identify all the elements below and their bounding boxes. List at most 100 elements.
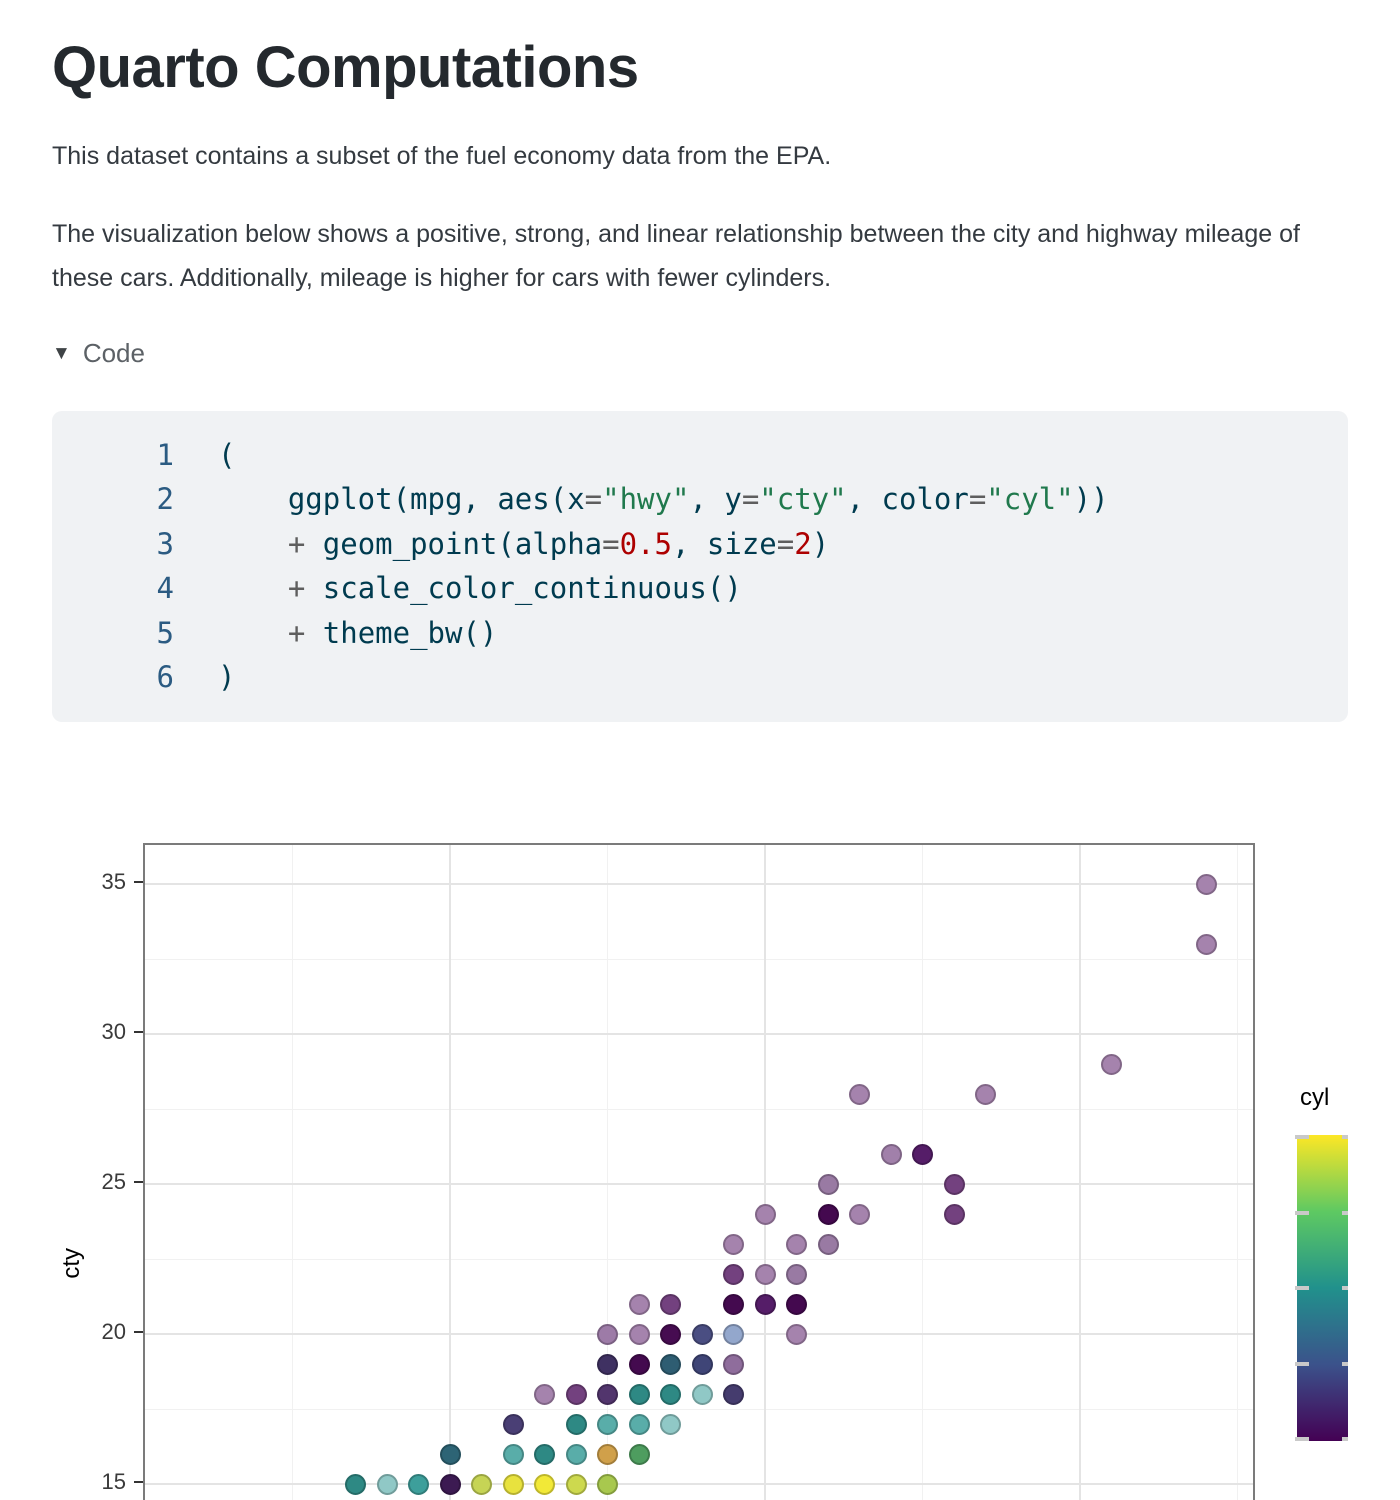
data-point [597,1413,618,1435]
data-point [597,1443,618,1465]
data-point [408,1473,429,1495]
data-point [723,1353,744,1375]
y-axis-tick [134,1181,143,1183]
y-axis-tick-label: 35 [101,869,126,894]
data-point [754,1263,776,1285]
data-point [1101,1053,1122,1075]
data-point [723,1263,744,1285]
data-point [439,1473,461,1495]
code-line-number: 1 [156,437,174,472]
data-point [660,1383,681,1405]
data-point [943,1173,965,1195]
data-point [723,1383,744,1405]
intro-paragraph: This dataset contains a subset of the fu… [52,141,832,170]
data-point [723,1233,744,1255]
data-point [786,1323,807,1345]
y-axis-tick [134,1031,143,1033]
data-point [565,1383,587,1405]
code-line: 4 + scale_color_continuous() [52,566,1324,611]
gridline-x-minor [292,845,293,1500]
y-axis-tick-label: 15 [101,1469,126,1494]
gridline-y-major [145,1033,1253,1035]
gridline-y-minor [145,1408,1253,1410]
gridline-x-major [1079,845,1081,1500]
gridline-x-major [764,845,766,1500]
data-point [502,1473,524,1495]
gridline-y-major [145,1483,1253,1485]
data-point [534,1473,555,1495]
data-point [660,1293,681,1315]
data-point [817,1173,839,1195]
gridline-x-minor [922,845,923,1500]
code-text: + scale_color_continuous() [287,571,742,606]
data-point [880,1143,902,1165]
data-point [565,1473,587,1495]
data-point [597,1323,618,1345]
data-point [817,1203,839,1225]
y-axis-tick-label: 30 [101,1019,126,1044]
gridline-y-minor [145,1258,1253,1260]
data-point [660,1353,681,1375]
y-axis-tick-label: 20 [101,1319,126,1344]
data-point [754,1293,776,1315]
code-block: 1(2 ggplot(mpg, aes(x="hwy", y="cty", co… [52,410,1348,722]
code-fold-toggle[interactable]: ▼ Code [52,338,1348,369]
data-point [628,1413,650,1435]
data-point [376,1473,398,1495]
gridline-y-minor [145,1108,1253,1110]
data-point [471,1473,492,1495]
y-axis-tick [134,881,143,883]
code-line: 1( [52,433,1324,478]
page-title: Quarto Computations [52,35,639,100]
y-axis-tick-label: 25 [101,1169,126,1194]
data-point [345,1473,366,1495]
data-point [849,1083,870,1105]
colorbar-tick-right [1342,1437,1348,1441]
y-axis-tick [134,1331,143,1333]
colorbar-tick-left [1295,1135,1309,1139]
colorbar-tick-left [1295,1210,1309,1215]
data-point [691,1353,713,1375]
colorbar-tick-left [1295,1437,1309,1441]
legend-colorbar [1297,1135,1348,1441]
legend-title: cyl [1300,1084,1330,1111]
code-text: ) [218,660,236,695]
data-point [723,1293,744,1315]
colorbar-tick-right [1342,1135,1348,1139]
plot-panel [143,843,1255,1500]
data-point [660,1323,681,1345]
code-line-number: 2 [156,482,174,517]
collapse-triangle-icon: ▼ [52,342,71,364]
data-point [628,1443,650,1465]
code-line-number: 5 [156,615,174,650]
data-point [534,1443,555,1465]
data-point [439,1443,461,1465]
colorbar-tick-right [1342,1210,1348,1215]
code-fold-label: Code [82,337,145,368]
description-paragraph: The visualization below shows a positive… [52,219,1300,292]
data-point [502,1443,524,1465]
code-text: ( [218,437,236,472]
code-line: 5 + theme_bw() [52,611,1324,656]
code-text: + geom_point(alpha=0.5, size=2) [287,526,830,561]
gridline-y-major [145,883,1253,885]
code-text: ggplot(mpg, aes(x="hwy", y="cty", color=… [218,482,1109,517]
colorbar-tick-right [1342,1286,1348,1290]
data-point [628,1353,650,1375]
data-point [754,1203,776,1225]
data-point [1195,933,1217,955]
data-point [1195,873,1217,895]
code-line: 3 + geom_point(alpha=0.5, size=2) [52,522,1324,567]
gridline-y-major [145,1183,1253,1185]
data-point [817,1233,839,1255]
data-point [786,1233,807,1255]
data-point [628,1323,650,1345]
colorbar-tick-left [1295,1286,1309,1290]
data-point [723,1323,744,1345]
code-line-number: 4 [156,571,174,606]
data-point [943,1203,965,1225]
document-content: Quarto Computations This dataset contain… [52,0,1348,722]
code-text: + theme_bw() [287,615,498,650]
code-line-number: 3 [156,526,174,561]
